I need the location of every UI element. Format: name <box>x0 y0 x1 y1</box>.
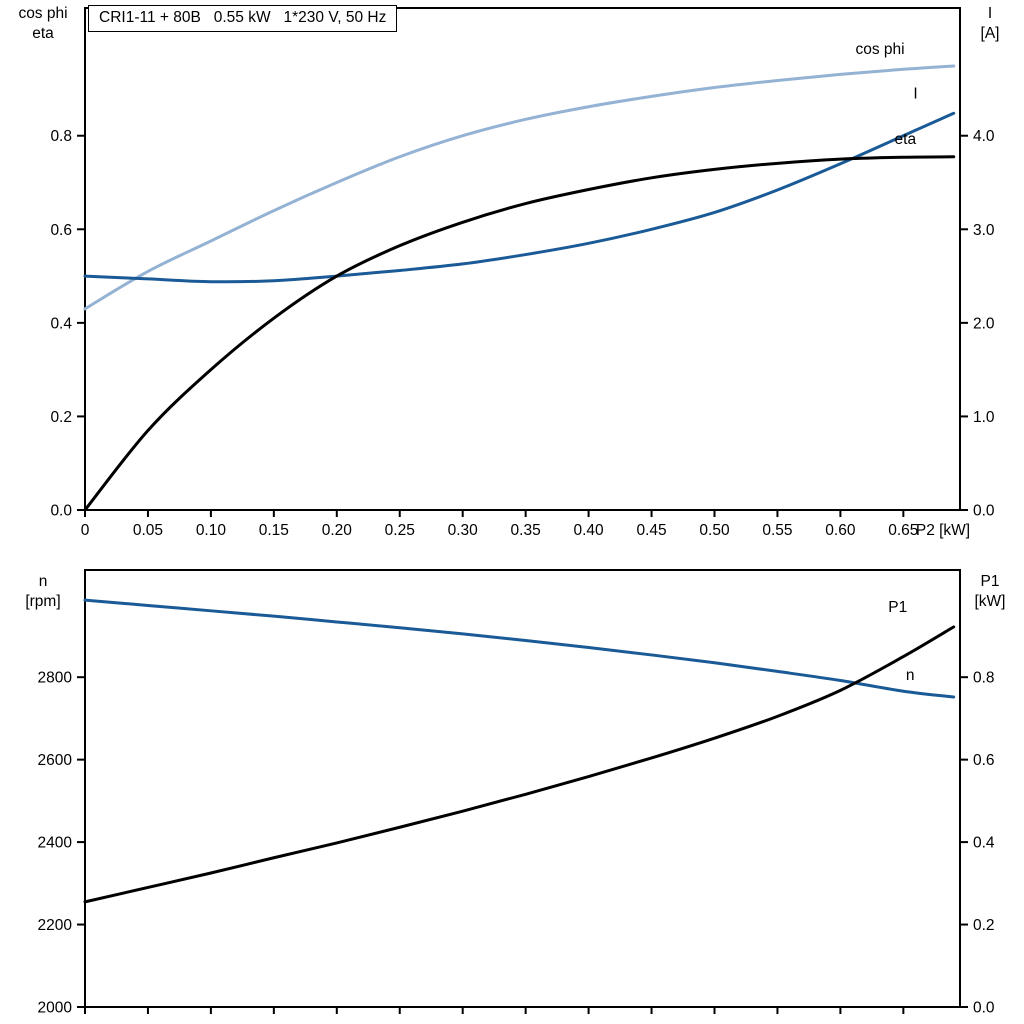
top-left-tick-label: 0.6 <box>50 222 72 239</box>
bottom-left-tick-label: 2800 <box>38 670 73 687</box>
bottom-plot-frame <box>84 569 961 1008</box>
top-x-tick-label: 0.65 <box>888 522 918 539</box>
top-x-tick-label: 0.05 <box>133 522 163 539</box>
top-x-tick-label: 0.20 <box>322 522 353 539</box>
top-right-axis-title: I [A] <box>962 4 1018 45</box>
top-left-tick-label: 0.2 <box>50 409 72 426</box>
top-x-tick-label: 0.45 <box>636 522 666 539</box>
top-x-tick-label: 0.60 <box>825 522 856 539</box>
top-x-tick-label: 0.50 <box>699 522 730 539</box>
n-curve-label: n <box>906 667 915 684</box>
left-axis-title-cos-phi: cos phi <box>18 5 68 22</box>
top-right-tick-label: 1.0 <box>973 409 995 426</box>
top-x-tick-label: 0.40 <box>574 522 605 539</box>
top-x-axis-label: P2 [kW] <box>916 522 970 539</box>
top-left-axis-title: cos phi eta <box>4 4 82 45</box>
eta-curve <box>83 155 956 512</box>
bottom-right-tick-label: 0.8 <box>973 670 995 687</box>
bottom-right-axis-title: P1 [kW] <box>960 572 1020 613</box>
cos-phi-curve-label: cos phi <box>856 41 905 58</box>
eta-curve-label: eta <box>895 131 917 148</box>
left-axis-title-eta: eta <box>32 25 54 43</box>
bottom-right-tick-label: 0.6 <box>973 752 995 769</box>
p1-axis-title: P1 <box>980 573 1000 590</box>
top-right-tick-label: 2.0 <box>973 315 995 332</box>
bottom-right-tick-label: 0.2 <box>973 917 995 934</box>
n-curve <box>83 598 956 699</box>
top-x-tick-label: 0.35 <box>511 522 541 539</box>
i-curve-label: I <box>913 85 917 102</box>
top-left-tick-label: 0.4 <box>50 315 72 332</box>
bottom-right-tick-label: 0.4 <box>973 835 995 852</box>
top-plot-frame <box>84 7 961 511</box>
p1-axis-unit: [kW] <box>974 593 1006 611</box>
top-left-tick-label: 0.0 <box>50 503 72 520</box>
top-right-tick-label: 4.0 <box>973 128 995 145</box>
bottom-right-tick-label: 0.0 <box>973 1000 995 1017</box>
top-x-tick-label: 0.30 <box>448 522 479 539</box>
speed-axis-title: n <box>38 573 48 590</box>
top-x-tick-label: 0 <box>81 522 90 539</box>
bottom-left-tick-label: 2400 <box>38 835 73 852</box>
cos-phi-curve <box>83 64 956 311</box>
bottom-left-tick-label: 2200 <box>38 917 73 934</box>
p1-curve <box>83 625 956 904</box>
top-x-tick-label: 0.25 <box>385 522 415 539</box>
bottom-left-tick-label: 2600 <box>38 752 73 769</box>
p1-curve-label: P1 <box>888 599 907 616</box>
top-right-tick-label: 0.0 <box>973 503 995 520</box>
chart-title-box: CRI1-11 + 80B 0.55 kW 1*230 V, 50 Hz <box>88 5 398 32</box>
top-left-tick-label: 0.8 <box>50 128 72 145</box>
top-x-tick-label: 0.15 <box>259 522 289 539</box>
top-right-tick-label: 3.0 <box>973 222 995 239</box>
right-axis-title-current-unit: [A] <box>980 25 1000 43</box>
right-axis-title-current: I <box>987 5 993 22</box>
speed-axis-unit: [rpm] <box>25 593 61 611</box>
bottom-left-axis-title: n [rpm] <box>6 572 80 613</box>
top-x-tick-label: 0.10 <box>196 522 227 539</box>
bottom-left-tick-label: 2000 <box>38 1000 73 1017</box>
top-x-tick-label: 0.55 <box>762 522 792 539</box>
i-curve <box>83 111 956 284</box>
